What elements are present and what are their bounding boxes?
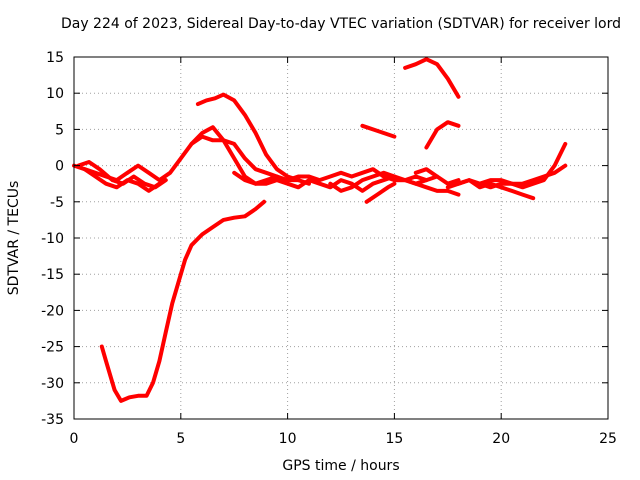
y-tick-label: -25 xyxy=(41,340,64,356)
y-axis-label: SDTVAR / TECUs xyxy=(6,181,22,296)
x-axis-label: GPS time / hours xyxy=(282,458,399,474)
y-tick-label: 5 xyxy=(55,122,64,138)
y-tick-label: 15 xyxy=(46,50,64,66)
grid xyxy=(74,57,608,419)
series-arc-top xyxy=(403,57,461,99)
y-tick-label: -20 xyxy=(41,303,64,319)
x-tick-label: 20 xyxy=(492,431,510,447)
x-tick-label: 0 xyxy=(70,431,79,447)
series-baseline-d xyxy=(285,167,440,183)
series-arc-15-5 xyxy=(360,123,397,139)
y-tick-labels: -35 -30 -25 -20 -15 -10 -5 0 5 10 15 xyxy=(41,50,64,428)
y-tick-label: 10 xyxy=(46,86,64,102)
x-tick-label: 5 xyxy=(176,431,185,447)
series-baseline-c xyxy=(232,170,397,193)
series-arc-high-peak xyxy=(195,92,301,183)
series-late-c xyxy=(477,163,568,186)
series-baseline-f xyxy=(392,178,461,197)
chart-title: Day 224 of 2023, Sidereal Day-to-day VTE… xyxy=(61,16,621,32)
series-group xyxy=(72,57,568,403)
ticks xyxy=(73,56,609,420)
series-arc-mid-5 xyxy=(189,125,279,186)
x-tick-label: 10 xyxy=(279,431,297,447)
y-tick-label: -10 xyxy=(41,231,64,247)
y-tick-label: -35 xyxy=(41,412,64,428)
y-tick-label: -15 xyxy=(41,267,64,283)
x-tick-label: 15 xyxy=(385,431,403,447)
x-tick-labels: 0 5 10 15 20 25 xyxy=(70,431,617,447)
y-tick-label: -5 xyxy=(50,195,64,211)
y-tick-label: 0 xyxy=(55,159,64,175)
x-tick-label: 25 xyxy=(599,431,617,447)
series-baseline-g xyxy=(413,167,461,186)
series-late-b xyxy=(445,178,536,201)
series-baseline-b xyxy=(82,167,162,193)
y-tick-label: -30 xyxy=(41,376,64,392)
series-arc-17-5 xyxy=(424,120,461,150)
series-arc-14 xyxy=(364,181,397,204)
series-arc-low xyxy=(99,199,267,403)
